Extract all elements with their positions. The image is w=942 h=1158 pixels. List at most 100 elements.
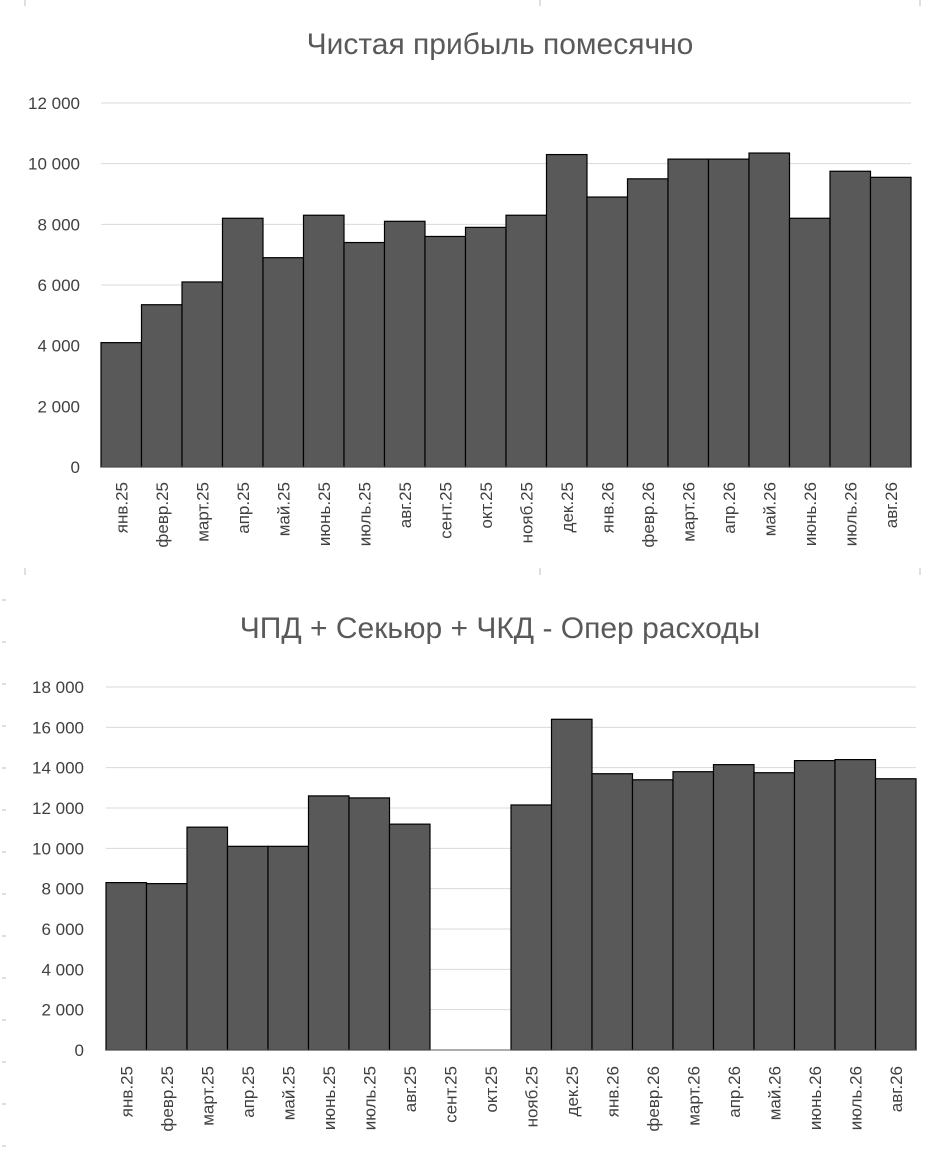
x-tick-label: апр.25 [234,482,253,534]
x-tick-label: май.26 [765,1066,784,1120]
bar [829,170,872,468]
x-tick-label: февр.25 [153,482,172,548]
x-tick-label: сент.25 [436,482,455,539]
y-axis-ticks: 0 2 000 4 000 6 000 8 000 10 000 12 000 14 000 1… [32,678,84,1060]
x-tick-label: февр.25 [158,1066,177,1132]
bar [424,235,467,468]
y-tick-label: 12 000 [32,799,84,818]
x-tick-label: окт.25 [482,1066,501,1113]
x-tick-label: февр.26 [644,1066,663,1132]
bar [788,217,831,468]
x-tick-label: окт.25 [477,482,496,529]
x-tick-label: нояб.25 [522,1066,541,1127]
x-tick-label: авг.25 [401,1066,420,1112]
x-tick-label: май.26 [760,482,779,536]
x-tick-label: май.25 [279,1066,298,1120]
x-tick-label: янв.26 [603,1066,622,1117]
bar [712,764,755,1051]
x-tick-label: февр.26 [639,482,658,548]
x-tick-label: март.26 [679,482,698,542]
x-tick-label: авг.25 [396,482,415,528]
bar [667,158,710,468]
chart-frame-ticks [24,0,921,575]
bar [100,342,143,468]
bar [793,760,836,1051]
bar [545,153,588,468]
y-axis-ticks: 0 2 000 4 000 6 000 8 000 10 000 12 000 [28,94,80,477]
bar [505,214,548,468]
x-tick-label: июль.26 [846,1066,865,1130]
bar [267,845,310,1051]
y-tick-label: 6 000 [41,920,84,939]
bar [748,152,791,468]
bar [834,759,877,1051]
bar [105,882,148,1051]
bar [226,845,269,1051]
bars [105,718,917,1051]
bar [343,241,386,468]
x-tick-label: дек.25 [563,1066,582,1116]
bar [307,795,350,1051]
x-tick-label: нояб.25 [517,482,536,543]
net-profit-chart: Чистая прибыль помесячно 0 2 000 4 000 6 00… [24,0,921,575]
y-tick-label: 16 000 [32,718,84,737]
x-tick-label: сент.25 [441,1066,460,1123]
y-tick-label: 10 000 [32,839,84,858]
y-tick-label: 12 000 [28,94,80,113]
y-tick-label: 4 000 [37,337,80,356]
x-tick-label: июнь.25 [320,1066,339,1130]
x-tick-label: июнь.25 [315,482,334,546]
x-tick-label: апр.26 [725,1066,744,1118]
bar [186,826,229,1051]
x-axis-ticks: янв.25 февр.25 март.25 апр.25 май.25 июнь.25 и… [117,1066,906,1132]
bar [586,196,629,468]
y-tick-label: 2 000 [37,397,80,416]
bars [100,152,912,468]
x-tick-label: апр.25 [239,1066,258,1118]
x-tick-label: авг.26 [887,1066,906,1112]
x-tick-label: март.26 [684,1066,703,1126]
operating-result-chart: ЧПД + Секьюр + ЧКД - Опер расходы 0 2 000… [2,599,917,1147]
bar [302,214,345,468]
x-tick-label: март.25 [193,482,212,542]
bar [631,779,674,1051]
y-tick-label: 14 000 [32,759,84,778]
bar [464,226,507,468]
bar [550,718,593,1051]
x-tick-label: янв.26 [598,482,617,533]
bar [591,773,634,1051]
bar [753,772,796,1051]
x-tick-label: май.25 [274,482,293,536]
x-tick-label: янв.25 [117,1066,136,1117]
bar [140,304,183,468]
bar [388,823,431,1051]
bar [383,220,426,468]
x-tick-label: июль.25 [355,482,374,546]
x-tick-label: июнь.26 [801,482,820,546]
bar [510,804,553,1051]
bar [707,158,750,468]
y-tick-label: 8 000 [37,215,80,234]
y-tick-label: 10 000 [28,155,80,174]
y-tick-label: 6 000 [37,276,80,295]
x-tick-label: янв.25 [112,482,131,533]
y-tick-label: 4 000 [41,960,84,979]
y-tick-label: 18 000 [32,678,84,697]
bar [348,797,391,1051]
bar [672,771,715,1051]
chart-title: Чистая прибыль помесячно [307,28,694,61]
bar [874,778,917,1051]
bar [145,883,188,1051]
x-tick-label: июль.26 [841,482,860,546]
bar [262,257,305,468]
chart-frame-ticks [2,599,6,1147]
x-axis-ticks: янв.25 февр.25 март.25 апр.25 май.25 июнь.25 и… [112,482,901,548]
x-tick-label: апр.26 [720,482,739,534]
bar [181,281,224,468]
chart-title: ЧПД + Секьюр + ЧКД - Опер расходы [240,612,760,645]
y-tick-label: 0 [71,458,80,477]
y-tick-label: 8 000 [41,880,84,899]
x-tick-label: авг.26 [882,482,901,528]
bar [221,217,264,468]
y-tick-label: 2 000 [41,1001,84,1020]
